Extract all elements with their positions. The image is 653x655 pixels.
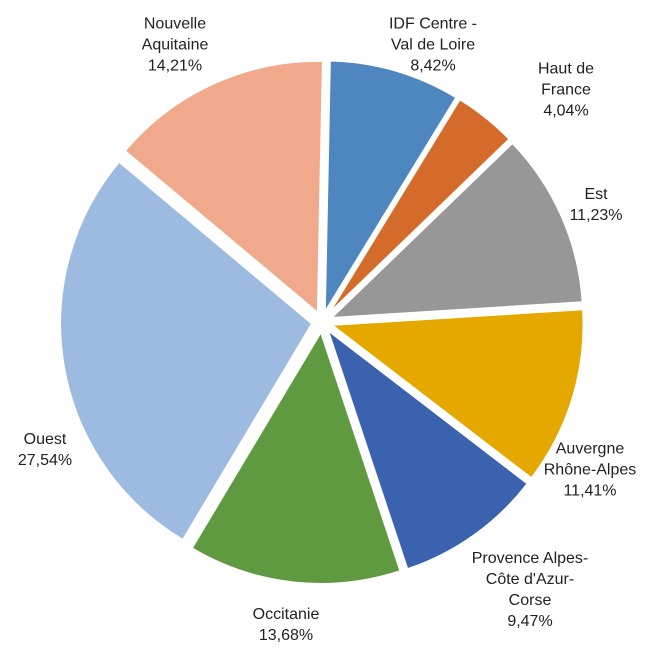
value-label: 4,04% [543, 102, 589, 120]
value-label: 14,21% [147, 57, 203, 75]
slice-label: Occitanie 13,68% [236, 604, 336, 646]
slice-label: Est 11,23% [566, 184, 626, 226]
slice-label: Auvergne Rhône-Alpes 11,41% [533, 439, 648, 502]
value-label: 9,47% [507, 613, 553, 630]
slice [323, 59, 458, 317]
value-label: 11,41% [563, 482, 617, 500]
category-label: Ouest [23, 431, 67, 448]
slice-label: Haut de France 4,04% [521, 59, 611, 122]
slice [328, 308, 585, 480]
category-label: Nouvelle Aquitaine [141, 15, 209, 54]
slice [190, 329, 402, 585]
category-label: IDF Centre - Val de Loire [388, 15, 477, 54]
slice [123, 59, 324, 316]
slice [327, 97, 511, 315]
category-label: Est [584, 186, 608, 203]
slice [328, 141, 584, 320]
value-label: 13,68% [258, 627, 314, 644]
category-label: Auvergne Rhône-Alpes [543, 440, 637, 479]
slice [325, 327, 530, 571]
value-label: 27,54% [17, 452, 73, 469]
value-label: 11,23% [569, 207, 623, 224]
slice [59, 160, 314, 542]
category-label: Occitanie [252, 606, 320, 623]
slice-label: Provence Alpes-Côte d'Azur-Corse 9,47% [470, 548, 590, 632]
value-label: 8,42% [410, 57, 456, 75]
slice-label: Nouvelle Aquitaine 14,21% [125, 14, 225, 77]
category-label: Provence Alpes-Côte d'Azur-Corse [471, 550, 589, 609]
category-label: Haut de France [537, 60, 595, 99]
slice-label: Ouest 27,54% [10, 429, 80, 471]
slice-label: IDF Centre - Val de Loire 8,42% [378, 14, 488, 77]
